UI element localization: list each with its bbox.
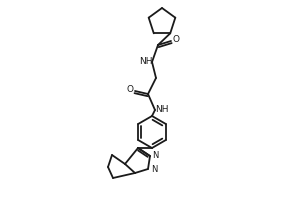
Text: NH: NH bbox=[155, 104, 169, 114]
Text: O: O bbox=[172, 36, 179, 45]
Text: NH: NH bbox=[139, 56, 153, 66]
Text: N: N bbox=[152, 150, 158, 160]
Text: N: N bbox=[151, 164, 157, 173]
Text: O: O bbox=[127, 86, 134, 95]
